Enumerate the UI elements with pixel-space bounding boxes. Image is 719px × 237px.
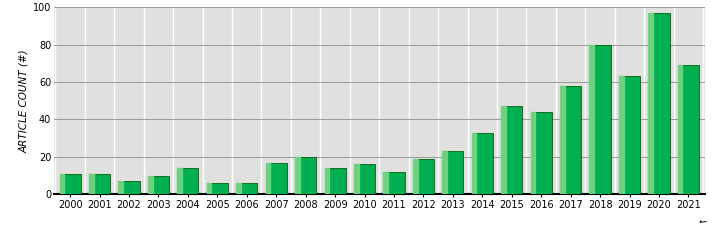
Y-axis label: ARTICLE COUNT (#): ARTICLE COUNT (#)	[19, 49, 29, 153]
Bar	[295, 157, 300, 194]
Bar	[619, 76, 623, 194]
Bar	[442, 151, 447, 194]
Bar	[590, 45, 594, 194]
Bar	[649, 13, 653, 194]
Bar	[472, 132, 493, 194]
Bar	[148, 176, 169, 194]
Bar	[354, 164, 375, 194]
Bar	[560, 86, 581, 194]
Bar	[590, 45, 610, 194]
Bar	[442, 151, 464, 194]
Bar	[619, 76, 640, 194]
Bar	[178, 168, 182, 194]
Bar	[531, 112, 535, 194]
Bar	[178, 168, 198, 194]
Bar	[678, 65, 699, 194]
Bar	[207, 183, 228, 194]
Bar	[324, 168, 329, 194]
Bar	[383, 172, 405, 194]
Bar	[265, 163, 287, 194]
Bar	[60, 174, 81, 194]
Bar	[560, 86, 564, 194]
Bar	[265, 163, 270, 194]
Bar	[324, 168, 346, 194]
Bar	[472, 132, 477, 194]
Bar	[89, 174, 93, 194]
Bar	[207, 183, 211, 194]
Bar	[354, 164, 359, 194]
Bar	[501, 106, 523, 194]
Bar	[531, 112, 551, 194]
Bar	[295, 157, 316, 194]
Bar	[501, 106, 506, 194]
Bar	[148, 176, 152, 194]
Bar	[413, 159, 434, 194]
Bar	[236, 183, 241, 194]
Bar	[236, 183, 257, 194]
Bar	[383, 172, 388, 194]
Bar	[119, 181, 123, 194]
Text: ✓: ✓	[695, 216, 708, 230]
Bar	[413, 159, 418, 194]
Bar	[119, 181, 139, 194]
Bar	[678, 65, 682, 194]
Bar	[60, 174, 64, 194]
Bar	[649, 13, 669, 194]
Bar	[89, 174, 110, 194]
